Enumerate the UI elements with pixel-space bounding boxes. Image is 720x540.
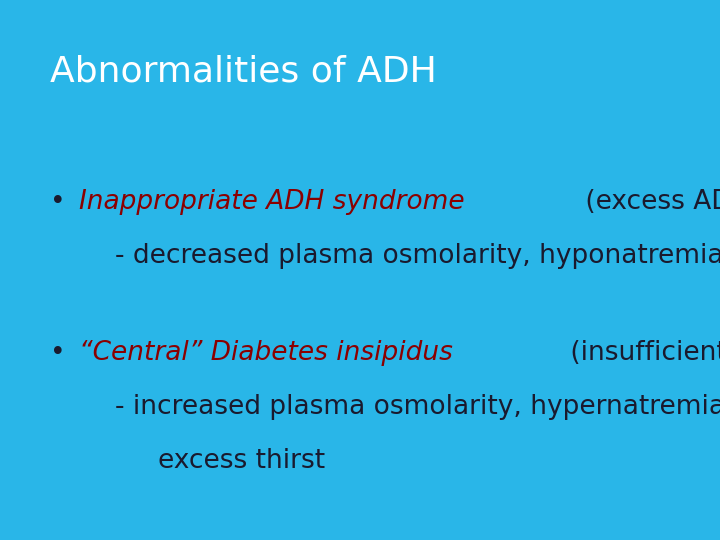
Text: (excess ADH): (excess ADH) [577, 189, 720, 215]
Text: (insufficient ADH): (insufficient ADH) [562, 340, 720, 366]
Text: - increased plasma osmolarity, hypernatremia,: - increased plasma osmolarity, hypernatr… [115, 394, 720, 420]
Text: Abnormalities of ADH: Abnormalities of ADH [50, 54, 437, 88]
Text: “Central” Diabetes insipidus: “Central” Diabetes insipidus [79, 340, 453, 366]
Text: - decreased plasma osmolarity, hyponatremia: - decreased plasma osmolarity, hyponatre… [115, 243, 720, 269]
Text: Inappropriate ADH syndrome: Inappropriate ADH syndrome [79, 189, 465, 215]
Text: •: • [50, 189, 66, 215]
Text: excess thirst: excess thirst [158, 448, 325, 474]
Text: •: • [50, 340, 66, 366]
Text: Inappropriate ADH syndrome: Inappropriate ADH syndrome [79, 189, 465, 215]
Text: “Central” Diabetes insipidus: “Central” Diabetes insipidus [79, 340, 453, 366]
